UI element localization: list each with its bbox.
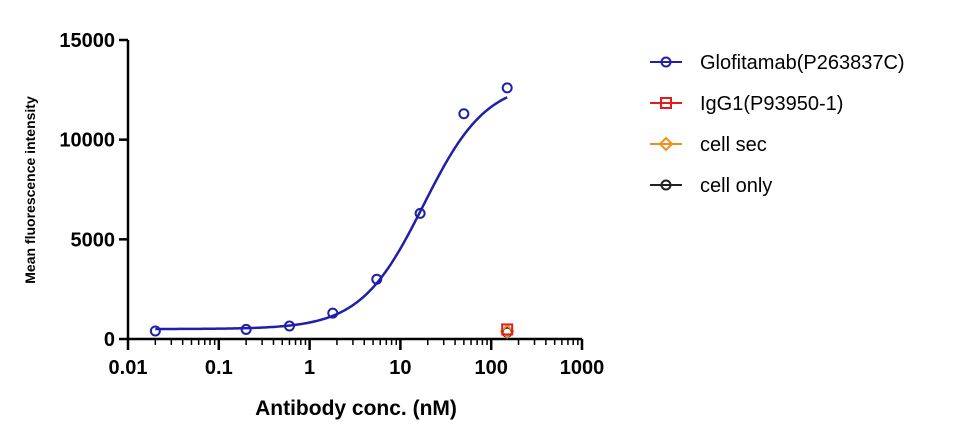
legend-label: Glofitamab(P263837C): [700, 52, 905, 74]
data-point-glofitamab-p263837c: [414, 207, 426, 219]
legend-marker: [660, 179, 672, 191]
legend-marker: [660, 97, 672, 109]
y-tick-label: 10000: [59, 130, 115, 152]
axes: 0 5000 10000 15000 0.01 0.1 1 10 100 1000: [59, 30, 604, 379]
data-point-glofitamab-p263837c: [458, 108, 470, 120]
legend-item-cell-sec: cell sec: [650, 134, 767, 156]
data-point-glofitamab-p263837c: [501, 82, 513, 94]
legend-marker: [660, 56, 672, 68]
data-point-glofitamab-p263837c: [149, 325, 161, 337]
x-tick-label: 10: [389, 357, 411, 379]
data-point-igg1-p93950-1: [501, 323, 514, 336]
y-tick-label: 15000: [59, 30, 115, 52]
legend: Glofitamab(P263837C) IgG1(P93950-1) cell s…: [650, 52, 905, 197]
legend-label: cell only: [700, 175, 772, 197]
legend-item-igg1-p93950-1: IgG1(P93950-1): [650, 93, 843, 115]
y-tick-label: 0: [104, 329, 115, 351]
data-point-glofitamab-p263837c: [240, 323, 252, 335]
plot-area: [149, 82, 515, 339]
y-tick-label: 5000: [71, 229, 116, 251]
x-tick-label: 1: [304, 357, 315, 379]
legend-item-cell-only: cell only: [650, 175, 772, 197]
x-tick-label: 0.01: [109, 357, 148, 379]
x-tick-label: 100: [475, 357, 508, 379]
x-tick-label: 0.1: [205, 357, 233, 379]
data-point-glofitamab-p263837c: [283, 320, 295, 332]
y-axis-label: Mean fluorescence intensity: [22, 96, 38, 284]
legend-label: cell sec: [700, 134, 767, 156]
legend-marker: [658, 136, 674, 152]
x-axis-label: Antibody conc. (nM): [255, 397, 457, 420]
legend-item-glofitamab-p263837c: Glofitamab(P263837C): [650, 52, 905, 74]
fit-curve-glofitamab: [155, 96, 508, 331]
x-tick-label: 1000: [560, 357, 605, 379]
data-point-glofitamab-p263837c: [327, 307, 339, 319]
data-point-glofitamab-p263837c: [371, 273, 383, 285]
legend-label: IgG1(P93950-1): [700, 93, 843, 115]
